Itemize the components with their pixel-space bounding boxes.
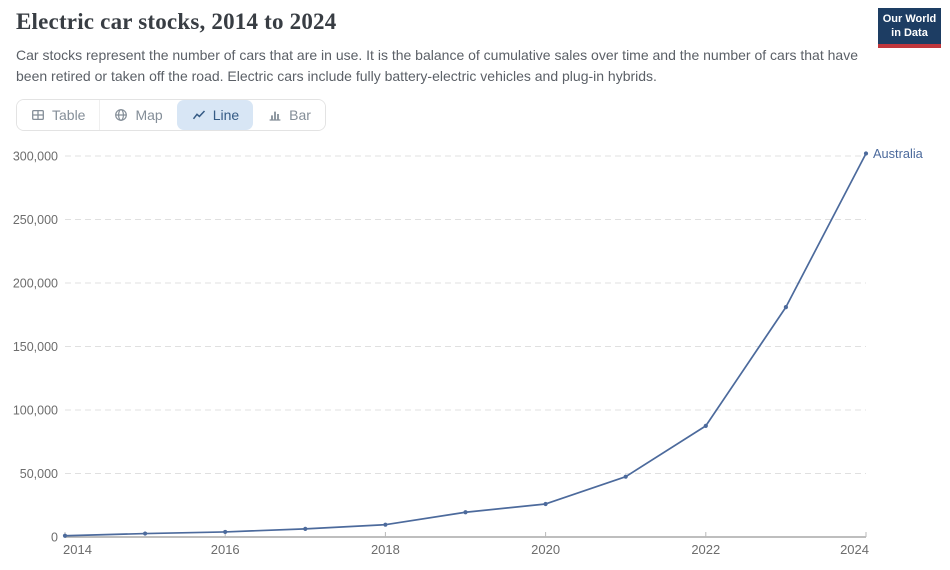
bar-chart-icon <box>268 108 282 122</box>
tab-line-label: Line <box>212 107 240 123</box>
table-icon <box>31 108 45 122</box>
tab-map[interactable]: Map <box>99 100 177 130</box>
owid-logo[interactable]: Our World in Data <box>878 8 941 48</box>
x-axis-tick-label: 2018 <box>371 542 400 557</box>
owid-logo-line2: in Data <box>891 26 928 39</box>
owid-logo-line1: Our World <box>882 13 937 25</box>
data-point[interactable] <box>703 423 708 428</box>
line-chart[interactable]: 0 50,000 100,000 150,000 200,000 250,000 300,0… <box>0 140 950 570</box>
data-point[interactable] <box>863 151 869 156</box>
tab-bar-label: Bar <box>289 107 311 123</box>
page-title: Electric car stocks, 2014 to 2024 <box>16 9 337 34</box>
x-axis-tick-label: 2020 <box>531 542 560 557</box>
y-axis-tick-label: 300,000 <box>13 150 58 164</box>
y-axis-tick-label: 0 <box>51 531 58 545</box>
tab-table-label: Table <box>52 107 86 123</box>
y-axis-tick-label: 250,000 <box>13 213 58 227</box>
data-point[interactable] <box>383 522 388 527</box>
series-label-australia[interactable]: Australia <box>873 146 924 161</box>
data-point[interactable] <box>303 526 308 531</box>
y-axis-tick-label: 200,000 <box>13 277 58 291</box>
data-point[interactable] <box>783 305 789 310</box>
data-point[interactable] <box>62 533 68 538</box>
tab-line[interactable]: Line <box>176 100 254 130</box>
x-axis-tick-label: 2016 <box>211 542 240 557</box>
tab-table[interactable]: Table <box>17 100 100 130</box>
chart-subtitle: Car stocks represent the number of cars … <box>16 47 858 84</box>
y-axis-tick-label: 50,000 <box>20 467 58 481</box>
y-axis-tick-label: 100,000 <box>13 404 58 418</box>
data-point[interactable] <box>143 531 148 536</box>
x-axis-tick-label: 2022 <box>691 542 720 557</box>
data-point[interactable] <box>543 501 548 507</box>
data-point[interactable] <box>223 529 228 535</box>
tab-map-label: Map <box>135 107 163 123</box>
chart-type-tabs: Table Map Line <box>16 99 326 131</box>
x-axis-tick-label: 2024 <box>840 542 869 557</box>
data-point[interactable] <box>623 474 628 479</box>
y-axis-tick-label: 150,000 <box>13 340 58 354</box>
line-chart-icon <box>192 108 206 122</box>
x-axis-tick-label: 2014 <box>63 542 92 557</box>
chart-area[interactable]: 0 50,000 100,000 150,000 200,000 250,000 300,0… <box>0 140 950 570</box>
tab-bar[interactable]: Bar <box>253 100 325 130</box>
data-point[interactable] <box>463 510 468 515</box>
globe-icon <box>114 108 128 122</box>
series-line-australia[interactable] <box>64 152 867 537</box>
